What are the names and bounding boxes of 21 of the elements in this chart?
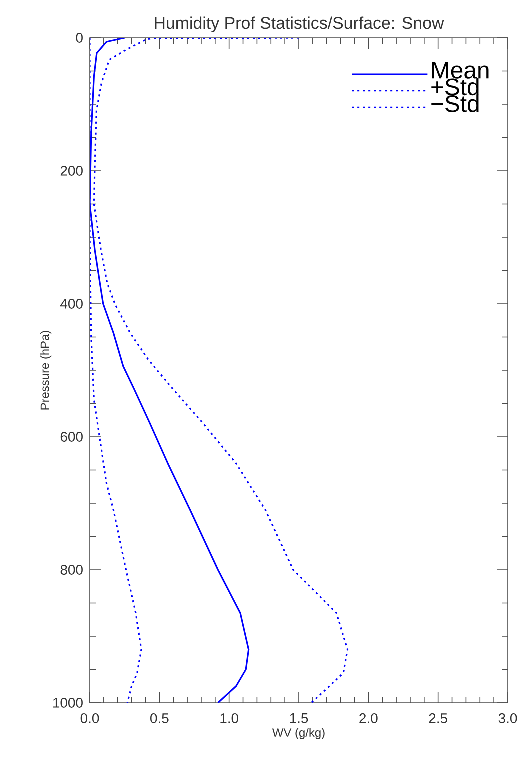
y-tick-label: 200 — [60, 166, 83, 176]
x-tick-label: 0.5 — [150, 714, 169, 724]
x-tick-label: 1.0 — [220, 714, 238, 724]
x-tick-label: 3.0 — [498, 714, 518, 724]
chart-title: Humidity Prof Statistics/Surface: Snow — [155, 16, 444, 33]
y-tick-label: 800 — [60, 565, 83, 575]
x-axis-title: WV (g/kg) — [272, 728, 325, 740]
x-tick-label: 1.5 — [290, 714, 308, 724]
x-tick-label: 2.0 — [360, 714, 378, 724]
x-tick-label: 0.0 — [80, 714, 100, 724]
legend-label: +Std — [432, 78, 479, 96]
y-tick-label: 400 — [60, 299, 83, 309]
y-tick-label: 1000 — [54, 698, 83, 708]
x-tick-label: 2.5 — [429, 714, 448, 724]
line-series — [90, 38, 250, 704]
line-series — [93, 38, 349, 704]
legend-label: −Std — [432, 94, 479, 112]
legend-label: Mean — [432, 62, 489, 79]
y-axis-title: Pressure (hPa) — [40, 331, 52, 410]
y-tick-label: 600 — [60, 432, 83, 442]
y-tick-label: 0 — [76, 33, 83, 43]
